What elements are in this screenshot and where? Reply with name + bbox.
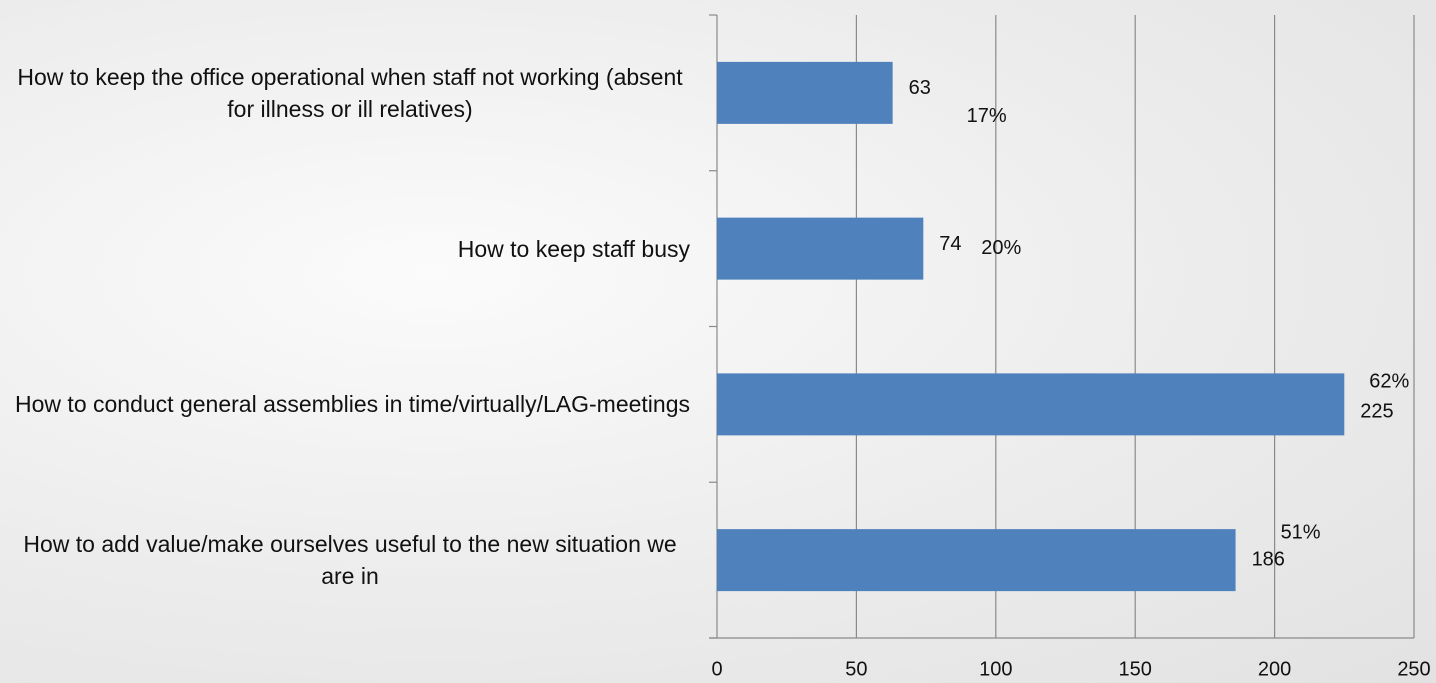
value-label: 63 (909, 77, 931, 99)
x-tick-label: 50 (845, 658, 867, 680)
bar (717, 217, 924, 280)
x-tick-label: 250 (1397, 658, 1430, 680)
value-label: 186 (1252, 548, 1285, 570)
category-label-box: How to keep the office operational when … (10, 61, 690, 125)
x-tick-label: 150 (1119, 658, 1152, 680)
bar (717, 373, 1345, 436)
annotation: 17% (967, 105, 1007, 127)
annotation: 51% (1281, 521, 1321, 543)
y-tick-label: How to add value/make ourselves useful t… (23, 531, 677, 590)
y-tick-label: How to conduct general assemblies in tim… (15, 391, 690, 418)
category-label-box: How to keep staff busy (458, 233, 690, 265)
bar (717, 529, 1236, 592)
y-tick-label: How to keep the office operational when … (17, 63, 683, 122)
x-tick-label: 0 (711, 658, 722, 680)
value-label: 74 (939, 233, 961, 255)
category-label-box: How to add value/make ourselves useful t… (10, 528, 690, 592)
annotation: 62% (1369, 371, 1409, 393)
bar (717, 61, 893, 124)
y-tick-label: How to keep staff busy (457, 235, 690, 262)
x-tick-label: 100 (979, 658, 1012, 680)
value-label: 225 (1360, 401, 1393, 423)
annotation: 20% (981, 237, 1021, 259)
x-tick-label: 200 (1258, 658, 1291, 680)
category-label-box: How to conduct general assemblies in tim… (15, 388, 690, 420)
